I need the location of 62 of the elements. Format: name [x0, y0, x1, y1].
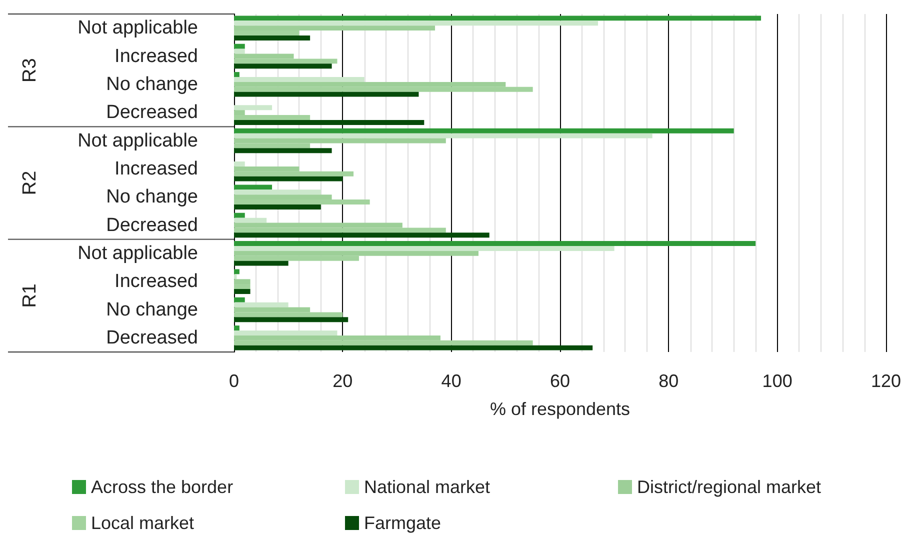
y-tick-label: Not applicable	[78, 242, 198, 264]
text: R2	[20, 170, 40, 196]
y-tick-label: Decreased	[106, 327, 198, 348]
bar	[234, 161, 245, 166]
legend-label: Farmgate	[364, 513, 442, 533]
bar	[234, 120, 424, 125]
x-tick-label: 0	[228, 371, 240, 391]
bar	[234, 16, 762, 21]
bar	[234, 218, 267, 223]
y-tick-label: Decreased	[106, 214, 198, 236]
bar	[234, 48, 245, 54]
bar	[234, 72, 240, 77]
bar	[234, 241, 756, 246]
y-tick-label: Increased	[114, 46, 198, 67]
x-tick-label: 80	[658, 371, 679, 391]
x-tick-label: 100	[762, 371, 792, 391]
x-tick-label: 20	[332, 371, 353, 391]
bar	[234, 326, 240, 330]
bar	[234, 345, 593, 350]
bar	[234, 92, 419, 97]
bar	[234, 36, 310, 40]
bar	[234, 246, 614, 251]
y-tick-label: No change	[106, 186, 198, 208]
bar	[234, 260, 288, 266]
bar	[234, 212, 245, 218]
y-tick-label: Not applicable	[78, 130, 198, 152]
legend-label: Across the border	[91, 477, 234, 497]
legend-label: Local market	[91, 513, 194, 533]
y-tick-label: Increased	[114, 271, 198, 292]
bar	[234, 302, 288, 308]
bar	[234, 232, 490, 238]
y-tick-label: Decreased	[106, 102, 198, 124]
bar	[234, 76, 364, 82]
legend-label: District/regional market	[637, 477, 822, 497]
y-tick-label: Increased	[114, 158, 198, 180]
bar	[234, 190, 321, 195]
text: R1	[20, 284, 40, 308]
bar	[234, 64, 332, 69]
bar	[234, 269, 240, 274]
bar	[234, 128, 734, 134]
bar	[234, 297, 245, 302]
bar	[234, 204, 321, 210]
bar	[234, 289, 250, 294]
bar	[234, 105, 272, 110]
bar	[234, 317, 348, 322]
x-tick-label: 40	[441, 371, 462, 391]
y-tick-label: No change	[106, 299, 198, 320]
x-tick-label: 120	[870, 371, 902, 391]
text: R3	[20, 58, 40, 82]
bar	[234, 274, 237, 280]
bar	[234, 148, 332, 154]
y-tick-label: No change	[106, 74, 198, 95]
bar	[234, 176, 343, 182]
x-tick-label: 60	[550, 371, 570, 391]
bar	[234, 20, 598, 26]
bar	[234, 184, 272, 190]
y-tick-label: Not applicable	[78, 18, 198, 39]
bar	[234, 44, 245, 49]
legend-label: National market	[364, 477, 490, 497]
bar	[234, 330, 338, 336]
bar	[234, 133, 652, 138]
x-axis-title: % of respondents	[490, 399, 630, 419]
